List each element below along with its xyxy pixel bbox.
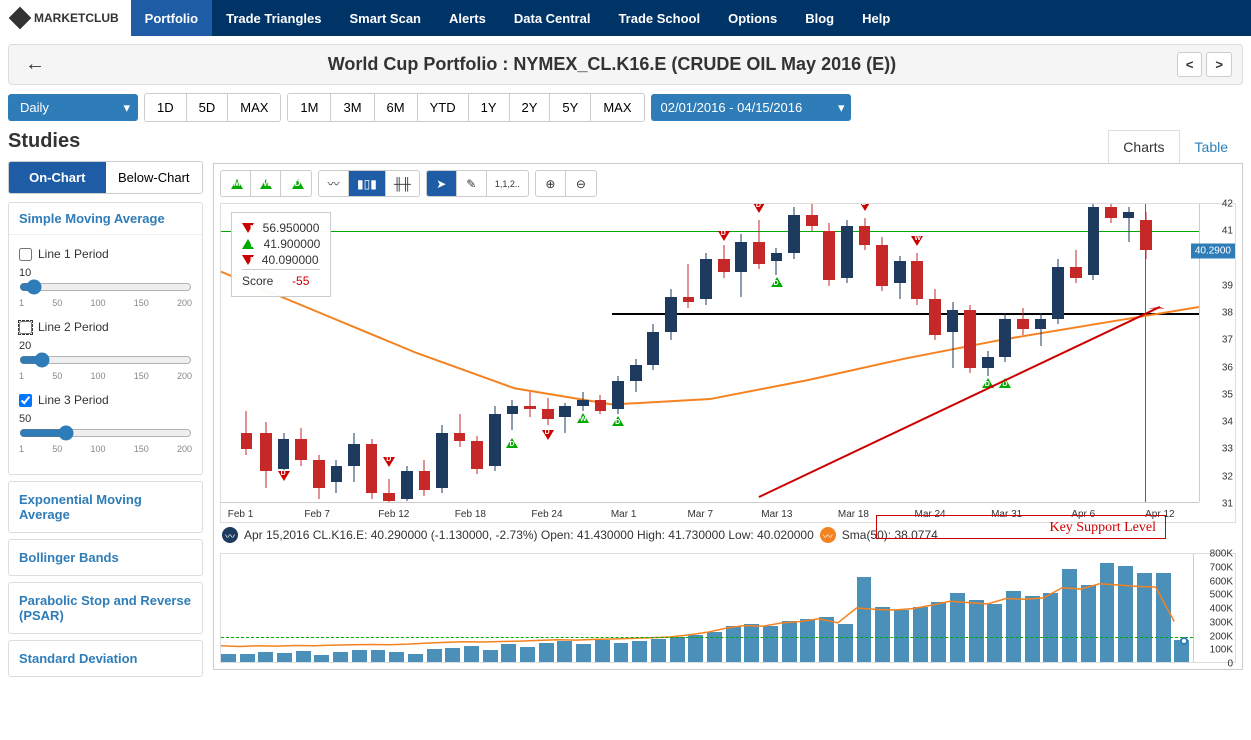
interval-dropdown[interactable]: Daily — [8, 94, 138, 121]
top-nav: MARKETCLUB PortfolioTrade TrianglesSmart… — [0, 0, 1251, 36]
nav-trade-triangles[interactable]: Trade Triangles — [212, 0, 335, 36]
study-standard-deviation[interactable]: Standard Deviation — [8, 640, 203, 677]
range-5y[interactable]: 5Y — [550, 94, 591, 121]
price-chart[interactable]: M56.950000 W41.900000 D40.090000 Score -… — [220, 203, 1236, 523]
status-icon: 〰 — [222, 527, 238, 543]
legend-score-label: Score — [242, 274, 273, 288]
study-tabs: On-Chart Below-Chart — [8, 161, 203, 194]
line2-slider[interactable] — [19, 352, 192, 368]
range-5d[interactable]: 5D — [187, 94, 229, 121]
annotation-label: Key Support Level — [1049, 520, 1156, 536]
zoom-in-icon[interactable]: ⊕ — [536, 171, 566, 196]
nav-smart-scan[interactable]: Smart Scan — [335, 0, 435, 36]
title-bar: ← World Cup Portfolio : NYMEX_CL.K16.E (… — [8, 44, 1243, 85]
sma-panel: Simple Moving Average Line 1 Period 10 1… — [8, 202, 203, 475]
status-bar: 〰 Apr 15,2016 CL.K16.E: 40.290000 (-1.13… — [220, 523, 1236, 547]
line1-checkbox[interactable] — [19, 248, 32, 261]
tool-triangle-w[interactable]: W — [251, 171, 281, 196]
prev-icon[interactable]: < — [1177, 52, 1203, 77]
line2-row: Line 2 Period — [19, 320, 192, 334]
range-row: Daily 1D5DMAX 1M3M6MYTD1Y2Y5YMAX 02/01/2… — [0, 93, 1251, 130]
range-ytd[interactable]: YTD — [418, 94, 469, 121]
tab-on-chart[interactable]: On-Chart — [9, 162, 106, 193]
line3-slider[interactable] — [19, 425, 192, 441]
line1-value: 10 — [19, 267, 192, 279]
tool-triangle-d[interactable]: D — [281, 171, 311, 196]
tool-ohlc-icon[interactable]: ╫╫ — [386, 171, 419, 196]
tool-fib-icon[interactable]: 1,1,2.. — [487, 171, 528, 196]
studies-sidebar: Studies On-Chart Below-Chart Simple Movi… — [8, 130, 203, 683]
line3-row: Line 3 Period — [19, 393, 192, 407]
logo[interactable]: MARKETCLUB — [0, 0, 131, 36]
zoom-out-icon[interactable]: ⊖ — [566, 171, 596, 196]
legend-w-value: 41.900000 — [264, 237, 321, 251]
range-1y[interactable]: 1Y — [469, 94, 510, 121]
legend-m-value: 56.950000 — [263, 221, 320, 235]
status-text: Apr 15,2016 CL.K16.E: 40.290000 (-1.1300… — [244, 528, 814, 542]
line1-label: Line 1 Period — [38, 247, 109, 261]
nav-data-central[interactable]: Data Central — [500, 0, 605, 36]
study-parabolic-stop-and-reverse-psar-[interactable]: Parabolic Stop and Reverse (PSAR) — [8, 582, 203, 634]
study-bollinger-bands[interactable]: Bollinger Bands — [8, 539, 203, 576]
nav-help[interactable]: Help — [848, 0, 904, 36]
tool-cursor-icon[interactable]: ➤ — [427, 171, 457, 196]
chart-legend: M56.950000 W41.900000 D40.090000 Score -… — [231, 212, 331, 297]
tab-charts[interactable]: Charts — [1108, 130, 1179, 163]
tab-table[interactable]: Table — [1180, 130, 1243, 163]
line3-label: Line 3 Period — [38, 393, 109, 407]
tab-below-chart[interactable]: Below-Chart — [106, 162, 203, 193]
range-1d[interactable]: 1D — [145, 94, 187, 121]
range-6m[interactable]: 6M — [375, 94, 418, 121]
nav-portfolio[interactable]: Portfolio — [131, 0, 212, 36]
range-max[interactable]: MAX — [228, 94, 280, 121]
nav-blog[interactable]: Blog — [791, 0, 848, 36]
chart-view-tabs: Charts Table — [213, 130, 1243, 163]
tool-line-icon[interactable]: 〰 — [319, 171, 349, 196]
study-exponential-moving-average[interactable]: Exponential Moving Average — [8, 481, 203, 533]
range-2y[interactable]: 2Y — [510, 94, 551, 121]
legend-score-value: -55 — [292, 274, 309, 288]
line1-slider[interactable] — [19, 279, 192, 295]
legend-d-value: 40.090000 — [262, 253, 319, 267]
logo-text: MARKETCLUB — [34, 11, 119, 25]
nav-options[interactable]: Options — [714, 0, 791, 36]
range-group-1: 1D5DMAX — [144, 93, 281, 122]
back-icon[interactable]: ← — [19, 51, 51, 78]
studies-title: Studies — [8, 130, 203, 153]
range-3m[interactable]: 3M — [331, 94, 374, 121]
line2-label: Line 2 Period — [38, 320, 109, 334]
line2-value: 20 — [19, 340, 192, 352]
tool-candle-icon[interactable]: ▮▯▮ — [349, 171, 386, 196]
line1-row: Line 1 Period — [19, 247, 192, 261]
line3-value: 50 — [19, 413, 192, 425]
logo-icon — [9, 7, 32, 30]
range-group-2: 1M3M6MYTD1Y2Y5YMAX — [287, 93, 644, 122]
volume-chart[interactable]: 800K700K600K500K400K300K200K100K0 — [220, 553, 1236, 663]
tool-draw-icon[interactable]: ✎ — [457, 171, 487, 196]
next-icon[interactable]: > — [1206, 52, 1232, 77]
sma-title[interactable]: Simple Moving Average — [9, 203, 202, 235]
line3-checkbox[interactable] — [19, 394, 32, 407]
range-max[interactable]: MAX — [591, 94, 643, 121]
nav-alerts[interactable]: Alerts — [435, 0, 500, 36]
nav-trade-school[interactable]: Trade School — [604, 0, 714, 36]
chart-toolbar: M W D 〰 ▮▯▮ ╫╫ ➤ ✎ 1,1,2.. ⊕ ⊖ — [220, 170, 1236, 197]
tool-triangle-m[interactable]: M — [221, 171, 251, 196]
line2-checkbox[interactable] — [19, 321, 32, 334]
page-title: World Cup Portfolio : NYMEX_CL.K16.E (CR… — [51, 54, 1173, 75]
chart-frame: M W D 〰 ▮▯▮ ╫╫ ➤ ✎ 1,1,2.. ⊕ ⊖ — [213, 163, 1243, 670]
sma-icon: 〰 — [820, 527, 836, 543]
chart-area: Charts Table M W D 〰 ▮▯▮ ╫╫ ➤ ✎ 1,1,2.. — [213, 130, 1243, 683]
range-1m[interactable]: 1M — [288, 94, 331, 121]
date-range-picker[interactable]: 02/01/2016 - 04/15/2016 — [651, 94, 851, 121]
